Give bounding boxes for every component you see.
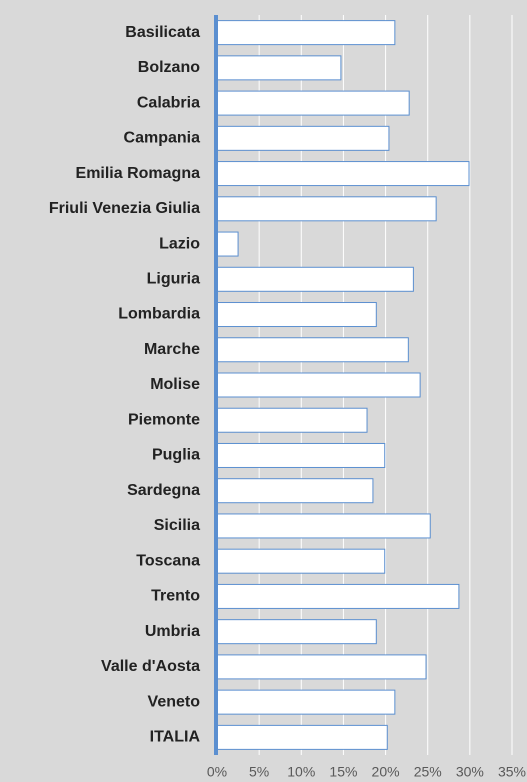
bar <box>216 90 410 116</box>
y-tick-label: Bolzano <box>138 59 200 76</box>
x-tick-label: 5% <box>249 764 269 780</box>
y-tick-label: Friuli Venezia Giulia <box>49 200 200 217</box>
y-tick-label: Valle d'Aosta <box>101 658 200 675</box>
y-tick-label: Piemonte <box>128 411 200 428</box>
y-tick-label: Toscana <box>136 552 200 569</box>
y-tick-label: Basilicata <box>125 24 200 41</box>
y-tick-label: Liguria <box>147 271 200 288</box>
x-tick-label: 10% <box>287 764 315 780</box>
y-tick-label: Molise <box>150 376 200 393</box>
bar <box>216 407 368 433</box>
y-tick-label: Lazio <box>159 235 200 252</box>
x-tick-label: 15% <box>329 764 357 780</box>
y-tick-label: Lombardia <box>118 306 200 323</box>
x-tick-label: 20% <box>372 764 400 780</box>
y-tick-label: Veneto <box>148 693 201 710</box>
bar <box>216 583 460 609</box>
bar <box>216 55 342 81</box>
bar <box>216 724 388 750</box>
bar <box>216 478 374 504</box>
bar <box>216 231 239 257</box>
y-tick-label: Puglia <box>152 447 200 464</box>
bar <box>216 302 377 328</box>
bar <box>216 20 396 46</box>
y-tick-label: Emilia Romagna <box>76 165 201 182</box>
x-tick-label: 35% <box>498 764 526 780</box>
x-tick-label: 0% <box>207 764 227 780</box>
bar <box>216 442 386 468</box>
bar <box>216 372 421 398</box>
bar <box>216 654 427 680</box>
bar <box>216 161 470 187</box>
y-tick-label: Campania <box>124 130 201 147</box>
y-tick-label: Trento <box>151 588 200 605</box>
bar <box>216 513 431 539</box>
y-tick-label: Marche <box>144 341 200 358</box>
y-tick-label: ITALIA <box>150 729 201 746</box>
y-tick-label: Sardegna <box>127 482 200 499</box>
bar <box>216 689 396 715</box>
bar <box>216 266 414 292</box>
bar <box>216 337 409 363</box>
bar <box>216 619 377 645</box>
x-tick-label: 30% <box>456 764 484 780</box>
bar <box>216 548 386 574</box>
x-tick-label: 25% <box>414 764 442 780</box>
bar <box>216 196 437 222</box>
y-tick-label: Sicilia <box>154 517 200 534</box>
bar <box>216 125 390 151</box>
y-tick-label: Calabria <box>137 94 200 111</box>
y-tick-label: Umbria <box>145 623 200 640</box>
